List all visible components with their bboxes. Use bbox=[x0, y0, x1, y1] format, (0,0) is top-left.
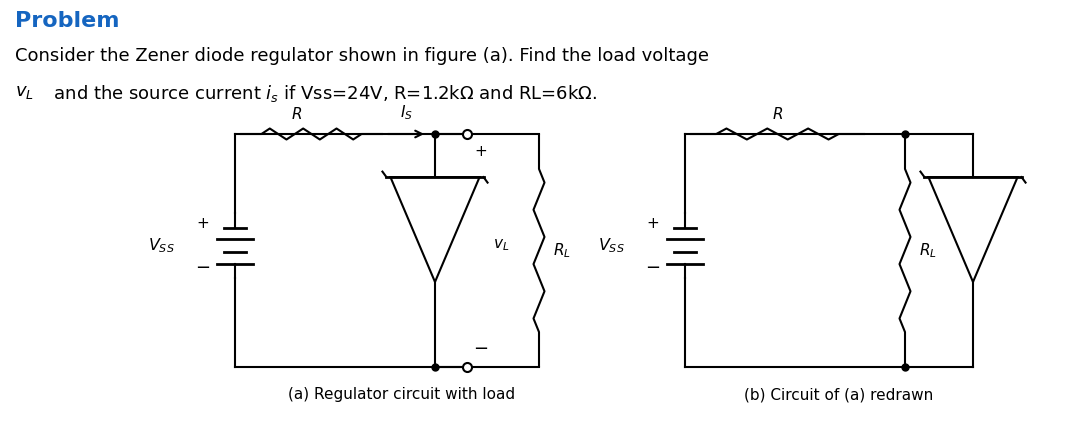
Text: −: − bbox=[646, 259, 661, 277]
Text: +: + bbox=[474, 145, 487, 160]
Text: −: − bbox=[473, 340, 488, 358]
Text: R: R bbox=[292, 107, 301, 122]
Text: R: R bbox=[772, 107, 783, 122]
Text: and the source current $i_s$ if Vss=24V, R=1.2k$\Omega$ and RL=6k$\Omega$.: and the source current $i_s$ if Vss=24V,… bbox=[48, 83, 597, 104]
Text: $v_L$: $v_L$ bbox=[492, 238, 510, 254]
Text: $V_{SS}$: $V_{SS}$ bbox=[598, 236, 625, 255]
Text: $v_L$: $v_L$ bbox=[15, 83, 33, 101]
Text: +: + bbox=[647, 216, 660, 231]
Text: −: − bbox=[195, 259, 211, 277]
Text: (b) Circuit of (a) redrawn: (b) Circuit of (a) redrawn bbox=[744, 387, 933, 402]
Text: Consider the Zener diode regulator shown in figure (a). Find the load voltage: Consider the Zener diode regulator shown… bbox=[15, 47, 708, 65]
Text: $V_{SS}$: $V_{SS}$ bbox=[148, 236, 175, 255]
Text: $R_L$: $R_L$ bbox=[553, 241, 571, 260]
Text: $I_S$: $I_S$ bbox=[400, 103, 413, 122]
Text: $R_L$: $R_L$ bbox=[919, 241, 936, 260]
Text: Problem: Problem bbox=[15, 11, 120, 31]
Text: +: + bbox=[197, 216, 210, 231]
Text: (a) Regulator circuit with load: (a) Regulator circuit with load bbox=[288, 387, 515, 402]
